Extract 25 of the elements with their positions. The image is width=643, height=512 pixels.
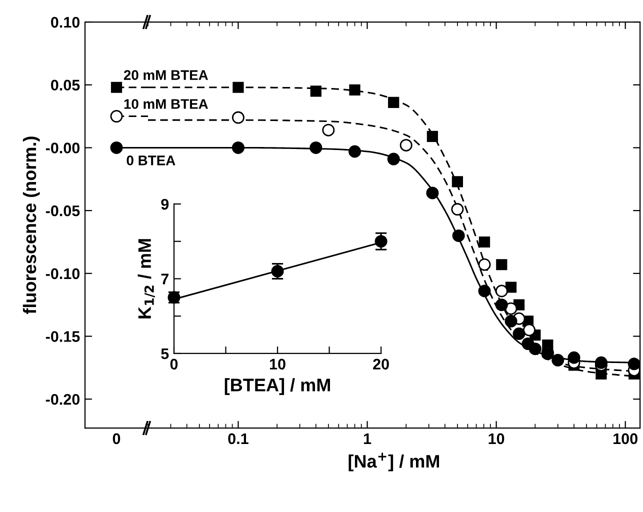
y-tick-label: -0.20	[46, 394, 80, 405]
x-tick-label: 0	[112, 433, 120, 444]
y-tick-label: 9	[161, 198, 169, 210]
y-tick-label: 0.10	[51, 16, 80, 28]
y-tick-label: 7	[161, 274, 168, 284]
x-tick-label: 1	[364, 433, 372, 444]
legend-label: 10 mM BTEA	[124, 99, 208, 109]
x-tick-label: 10	[488, 433, 504, 444]
x-tick-label: 100	[614, 433, 638, 444]
x-axis-title: [Na$^{+}$] / mM	[348, 452, 440, 472]
y-tick-label: -0.10	[46, 268, 80, 280]
y-tick-label: -0.00	[46, 142, 80, 154]
y-tick-label: -0.05	[46, 205, 80, 216]
series-label: 20 mM BTEA	[124, 70, 208, 80]
x-tick-label: 0	[170, 358, 178, 370]
y-tick-label: 0.05	[51, 80, 80, 91]
x-tick-label: 20	[373, 358, 389, 370]
x-tick-label: 0.1	[228, 433, 248, 444]
y-tick-label: -0.15	[46, 331, 80, 342]
x-axis-title: [BTEA] / mM	[224, 378, 330, 395]
y-axis-title: fluorescence (norm.)	[22, 136, 40, 314]
y-tick-label: 5	[161, 348, 169, 360]
y-axis-title: K$_{1/2}$ / mM	[138, 239, 155, 318]
x-tick-label: 10	[270, 358, 286, 370]
legend-label: 0 BTEA	[126, 156, 176, 166]
